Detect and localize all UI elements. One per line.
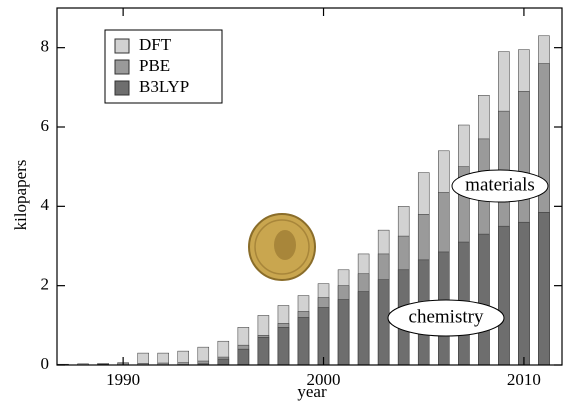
x-axis-label: year bbox=[297, 382, 327, 401]
x-tick-label: 1990 bbox=[106, 370, 140, 389]
y-tick-label: 0 bbox=[41, 354, 50, 373]
annotation-bubble bbox=[387, 299, 505, 337]
bar bbox=[357, 291, 370, 366]
y-axis-label: kilopapers bbox=[11, 160, 30, 231]
bar bbox=[518, 221, 530, 366]
bar bbox=[277, 327, 290, 366]
y-tick-label: 4 bbox=[41, 195, 50, 214]
y-tick-label: 8 bbox=[41, 37, 50, 56]
x-tick-label: 2000 bbox=[307, 370, 341, 389]
x-tick-label: 2010 bbox=[507, 370, 541, 389]
y-tick-label: 2 bbox=[41, 275, 50, 294]
legend-swatch bbox=[114, 59, 130, 75]
legend-label: DFT bbox=[139, 35, 172, 54]
bar bbox=[237, 348, 250, 366]
bar bbox=[257, 336, 270, 366]
nobel-medal bbox=[248, 213, 316, 281]
legend-swatch bbox=[114, 38, 130, 54]
bar bbox=[217, 358, 230, 366]
legend-swatch bbox=[114, 80, 130, 96]
y-tick-label: 6 bbox=[41, 116, 50, 135]
annotation: chemistry bbox=[409, 306, 484, 327]
annotation-bubble bbox=[451, 169, 549, 203]
bar bbox=[538, 212, 550, 366]
bar bbox=[377, 279, 390, 366]
bar bbox=[337, 299, 350, 366]
bar bbox=[478, 233, 490, 366]
bar bbox=[317, 307, 330, 366]
plot-frame bbox=[56, 7, 563, 366]
legend-label: PBE bbox=[139, 56, 170, 75]
annotation: materials bbox=[465, 174, 535, 195]
bar bbox=[498, 225, 510, 366]
legend-label: B3LYP bbox=[139, 77, 189, 96]
bar bbox=[297, 317, 310, 366]
